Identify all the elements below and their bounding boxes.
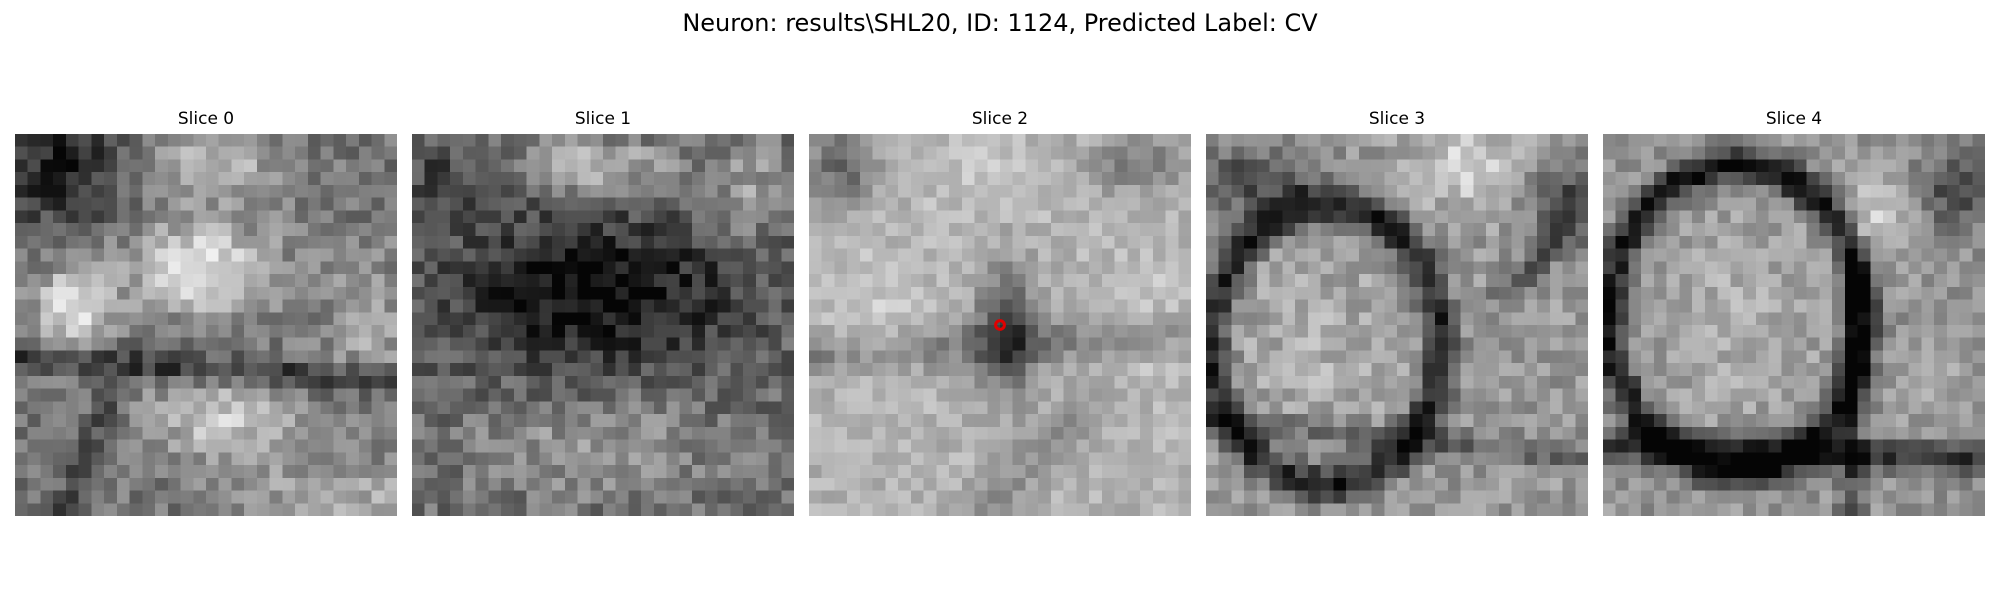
- slice-panel-0: Slice 0: [15, 108, 397, 522]
- slice-3-title: Slice 3: [1368, 109, 1426, 129]
- slice-2-image: [809, 134, 1191, 516]
- slice-0-title: Slice 0: [177, 109, 235, 129]
- slice-1-title: Slice 1: [574, 109, 632, 129]
- slice-4-title: Slice 4: [1765, 109, 1823, 129]
- slice-panel-1: Slice 1: [412, 108, 794, 522]
- slice-2-title: Slice 2: [971, 109, 1029, 129]
- slice-panel-3: Slice 3: [1206, 108, 1588, 522]
- figure-title: Neuron: results\SHL20, ID: 1124, Predict…: [682, 9, 1318, 37]
- slice-3-image: [1206, 134, 1588, 516]
- slice-panel-4: Slice 4: [1603, 108, 1985, 522]
- slice-panel-2: Slice 2: [809, 108, 1191, 522]
- slice-1-image: [412, 134, 794, 516]
- slice-0-image: [15, 134, 397, 516]
- slice-4-image: [1603, 134, 1985, 516]
- red-circle-marker-icon: [994, 319, 1006, 331]
